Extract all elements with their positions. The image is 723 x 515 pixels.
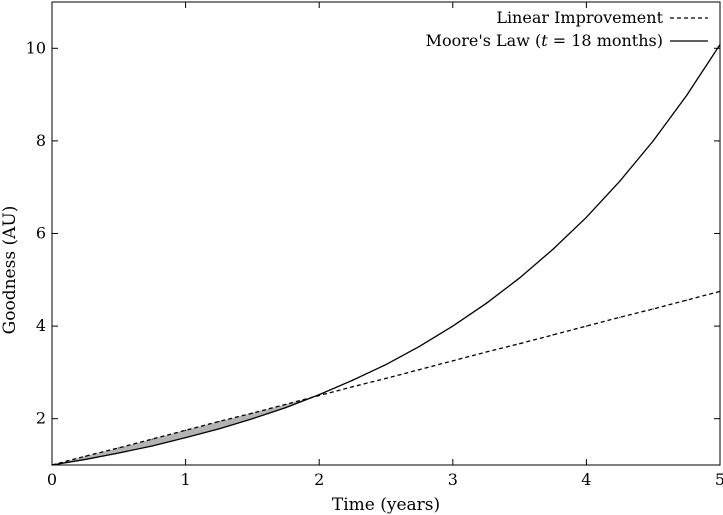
legend-label-moore: Moore's Law (t = 18 months)	[426, 31, 663, 50]
series-1-point	[585, 216, 588, 218]
series-1-point	[619, 180, 621, 182]
y-tick-label: 8	[36, 131, 46, 150]
series-1-point	[185, 437, 187, 439]
series-1-point	[652, 140, 654, 142]
series-0-point	[185, 429, 187, 431]
series-0-point	[84, 455, 86, 457]
y-tick-label: 6	[36, 224, 46, 243]
series-1-point	[151, 445, 153, 447]
series-0-point	[218, 420, 220, 423]
x-tick-label: 4	[581, 470, 591, 489]
series-1-point	[485, 302, 487, 305]
series-0-point	[385, 377, 387, 380]
series-0-point	[485, 351, 487, 353]
series-1-point	[385, 363, 387, 366]
series-0-point	[619, 316, 621, 318]
y-tick-label: 10	[26, 38, 46, 57]
shaded-region-layer	[52, 397, 313, 465]
y-tick-label: 4	[36, 316, 46, 335]
shaded-region	[52, 397, 313, 465]
series-0-point	[452, 360, 454, 362]
x-tick-label: 3	[448, 470, 458, 489]
series-0-point	[118, 447, 120, 449]
y-tick-label: 2	[36, 409, 46, 428]
series-0-point	[552, 334, 554, 336]
series-0-point	[285, 403, 287, 405]
series-1-point	[84, 458, 86, 461]
series-1-point	[218, 428, 220, 430]
x-tick-label: 2	[314, 470, 324, 489]
series-0-point	[418, 369, 420, 371]
series-1-point	[686, 94, 688, 97]
legend: Linear Improvement Moore's Law (t = 18 m…	[426, 8, 708, 50]
series-1-point	[318, 394, 320, 396]
series-1-point	[552, 248, 554, 250]
series-0-point	[686, 299, 688, 301]
series-0-point	[652, 308, 654, 310]
series-1-point	[452, 325, 454, 327]
legend-label-linear: Linear Improvement	[496, 8, 663, 27]
series-0-point	[251, 412, 253, 414]
plot-frame	[51, 1, 721, 466]
series-1-point	[285, 406, 287, 409]
series-layer	[51, 43, 721, 466]
series-line-1	[51, 44, 721, 466]
series-0-point	[352, 386, 354, 388]
ticks-layer: 0 1 2 3 4 5 2 4 6 8 10	[26, 2, 723, 489]
x-tick-label: 5	[715, 470, 723, 489]
x-tick-label: 0	[47, 470, 57, 489]
x-axis-label: Time (years)	[332, 495, 440, 515]
x-tick-label: 1	[181, 470, 191, 489]
series-0-point	[585, 325, 588, 327]
series-1-point	[118, 452, 120, 454]
series-1-point	[519, 277, 521, 279]
series-0-point	[151, 438, 153, 440]
y-axis-label: Goodness (AU)	[0, 206, 20, 335]
series-1-point	[352, 379, 354, 381]
series-1-point	[251, 418, 253, 420]
series-1-point	[418, 345, 420, 348]
series-0-point	[519, 343, 521, 345]
